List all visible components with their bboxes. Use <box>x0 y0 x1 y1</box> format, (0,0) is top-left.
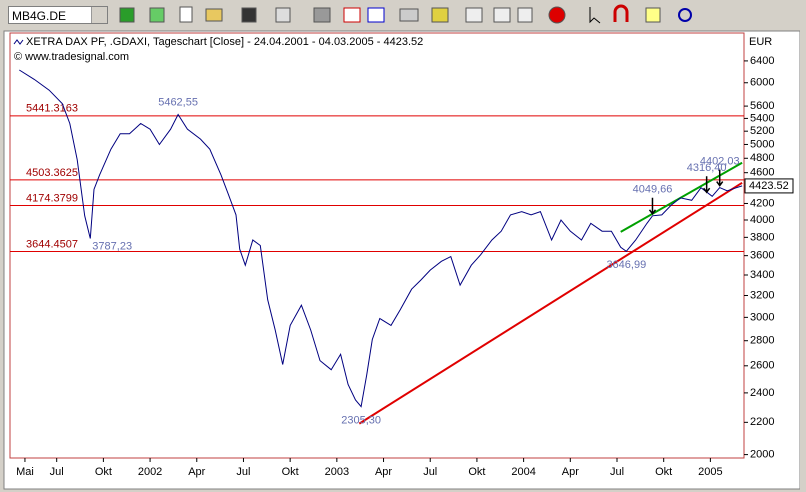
icon[interactable] <box>517 7 533 23</box>
price-line <box>19 69 743 408</box>
icon[interactable] <box>678 8 692 22</box>
x-tick-label: Apr <box>188 466 205 478</box>
y-tick-label: 2800 <box>750 335 774 347</box>
scrollbar[interactable] <box>800 30 806 492</box>
icon[interactable] <box>493 7 511 23</box>
x-tick-label: Jul <box>610 466 624 478</box>
icon[interactable] <box>613 4 629 22</box>
series-icon <box>13 39 24 45</box>
annotation-label: 3787,23 <box>92 240 132 252</box>
icon[interactable] <box>205 8 223 22</box>
y-tick-label: 4600 <box>750 167 774 179</box>
x-tick-label: Okt <box>468 466 485 478</box>
x-tick-label: 2005 <box>698 466 722 478</box>
icon[interactable] <box>367 7 385 23</box>
icon[interactable] <box>465 7 483 23</box>
annotation-label: 4402,03 <box>700 155 740 167</box>
annotation-label: 4316,40 <box>687 162 727 174</box>
y-tick-label: 2000 <box>750 449 774 461</box>
annotation-arrow <box>716 169 724 187</box>
icon[interactable] <box>179 6 193 23</box>
y-axis-label: EUR <box>749 36 772 48</box>
y-tick-label: 6000 <box>750 77 774 89</box>
y-tick-label: 5200 <box>750 125 774 137</box>
icon[interactable] <box>149 7 165 23</box>
x-tick-label: Okt <box>282 466 299 478</box>
icon[interactable] <box>589 7 601 24</box>
y-tick-label: 3200 <box>750 289 774 301</box>
trend-line <box>358 181 743 425</box>
icon[interactable] <box>548 6 566 24</box>
icon[interactable] <box>645 7 661 23</box>
y-tick-label: 3000 <box>750 311 774 323</box>
y-tick-label: 4000 <box>750 214 774 226</box>
level-label: 3644.4507 <box>26 238 78 250</box>
symbol: MB4G.DE <box>12 9 67 23</box>
icon[interactable] <box>343 7 361 23</box>
annotation-label: 2305,30 <box>341 414 381 426</box>
y-tick-label: 2200 <box>750 416 774 428</box>
symbol-combo[interactable]: MB4G.DE <box>8 6 108 24</box>
annotation-label: 3646,99 <box>606 259 646 271</box>
x-tick-label: Jul <box>50 466 64 478</box>
x-tick-label: Mai <box>16 466 34 478</box>
annotation-arrow <box>648 197 657 216</box>
y-tick-label: 4800 <box>750 152 774 164</box>
y-tick-label: 5000 <box>750 138 774 150</box>
chart: XETRA DAX PF, .GDAXI, Tageschart [Close]… <box>3 30 806 492</box>
last-value-label: 4423.52 <box>749 180 789 192</box>
y-tick-label: 3600 <box>750 250 774 262</box>
level-label: 4174.3799 <box>26 192 78 204</box>
y-tick-label: 5400 <box>750 112 774 124</box>
x-tick-label: Apr <box>562 466 579 478</box>
combo-button[interactable] <box>91 7 107 23</box>
chart-background <box>3 30 801 490</box>
y-tick-label: 2600 <box>750 360 774 372</box>
icon[interactable] <box>313 7 331 23</box>
level-label: 5441.3163 <box>26 103 78 115</box>
annotation-label: 5462,55 <box>158 96 198 108</box>
level-label: 4503.3625 <box>26 167 78 179</box>
x-tick-label: 2004 <box>511 466 535 478</box>
y-tick-label: 5600 <box>750 100 774 112</box>
y-tick-label: 6400 <box>750 55 774 67</box>
toolbar: MB4G.DE <box>0 0 806 30</box>
trend-line <box>620 161 743 233</box>
icon[interactable] <box>119 7 135 23</box>
x-tick-label: Jul <box>236 466 250 478</box>
icon[interactable] <box>431 7 449 23</box>
y-tick-label: 3800 <box>750 231 774 243</box>
x-tick-label: 2002 <box>138 466 162 478</box>
y-tick-label: 4200 <box>750 197 774 209</box>
y-tick-label: 3400 <box>750 269 774 281</box>
chart-title: XETRA DAX PF, .GDAXI, Tageschart [Close]… <box>26 36 423 48</box>
icon[interactable] <box>399 8 419 22</box>
x-tick-label: 2003 <box>325 466 349 478</box>
plot-frame <box>9 32 745 459</box>
annotation-label: 4049,66 <box>633 184 673 196</box>
x-tick-label: Okt <box>655 466 672 478</box>
x-tick-label: Apr <box>375 466 392 478</box>
y-tick-label: 2400 <box>750 387 774 399</box>
icon[interactable] <box>241 7 257 23</box>
chart-subtitle: © www.tradesignal.com <box>14 51 129 63</box>
x-tick-label: Okt <box>95 466 112 478</box>
last-value-box <box>744 178 794 194</box>
annotation-arrow <box>703 176 711 194</box>
x-tick-label: Jul <box>423 466 437 478</box>
icon[interactable] <box>275 7 291 23</box>
toolbar-icons <box>119 4 692 24</box>
